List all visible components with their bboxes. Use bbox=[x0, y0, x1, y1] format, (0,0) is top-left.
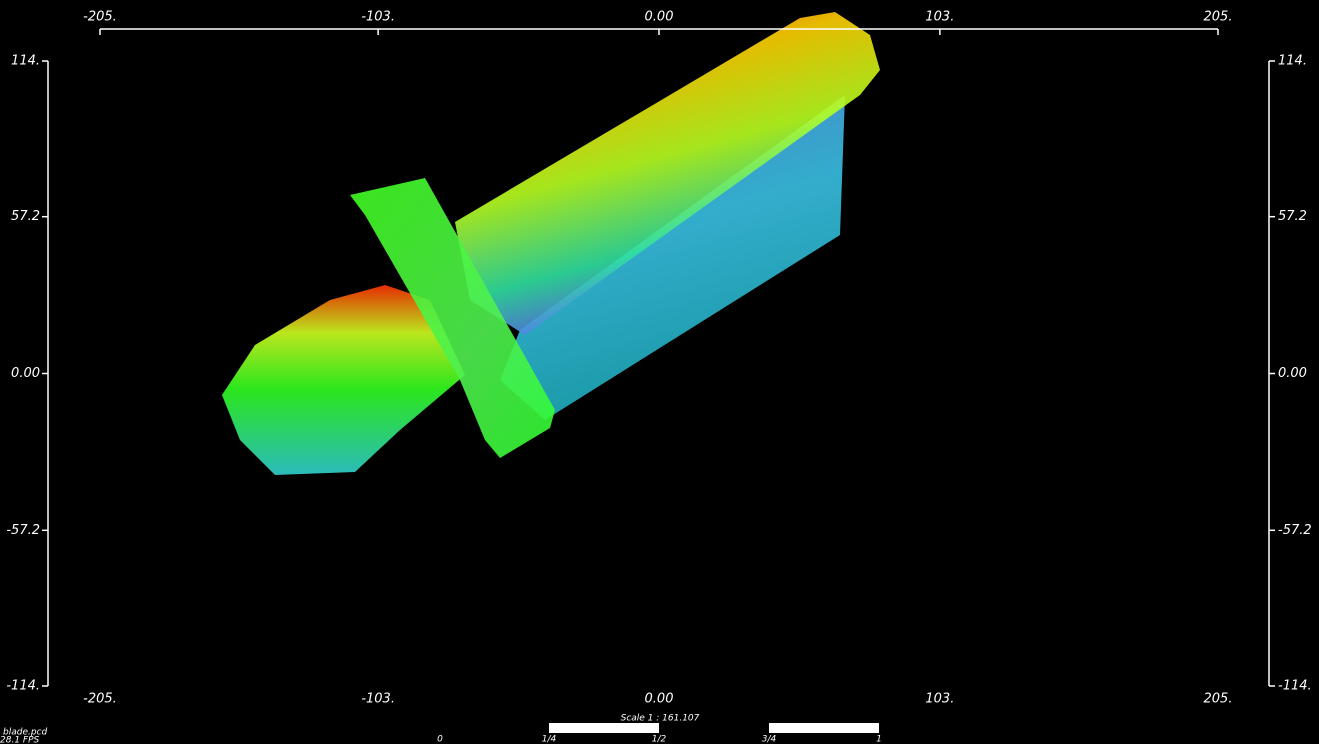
ticks: -205. -205. -103. -103. 0.00 0.00 103. 103. 205.… bbox=[6, 10, 1311, 744]
y-tick-label: 114. bbox=[11, 54, 40, 69]
x-tick-label: -205. bbox=[83, 10, 117, 25]
y-tick-label: 0.00 bbox=[1278, 366, 1307, 381]
x-tick-label: 103. bbox=[925, 692, 954, 707]
scale-tick-label: 1/4 bbox=[542, 735, 557, 744]
scale-tick-label: 0 bbox=[437, 735, 443, 744]
y-tick-label: -114. bbox=[1278, 679, 1312, 694]
x-tick-label: 0.00 bbox=[645, 692, 674, 707]
y-tick-label: -114. bbox=[6, 679, 40, 694]
y-tick-label: 57.2 bbox=[11, 209, 40, 224]
y-tick-label: 57.2 bbox=[1278, 209, 1307, 224]
x-tick-label: 205. bbox=[1204, 10, 1233, 25]
fps: 28.1 FPS bbox=[0, 736, 40, 744]
x-tick-label: 103. bbox=[925, 10, 954, 25]
cloud-tube bbox=[455, 12, 880, 335]
scale-bar bbox=[549, 723, 659, 733]
cloud-handle bbox=[222, 285, 465, 475]
scale-tick-label: 1 bbox=[876, 735, 882, 744]
cloud-guard bbox=[350, 178, 555, 458]
cloud-lower bbox=[500, 95, 845, 420]
x-tick-label: 0.00 bbox=[645, 10, 674, 25]
y-tick-label: -57.2 bbox=[6, 523, 40, 538]
y-tick-label: -57.2 bbox=[1278, 523, 1312, 538]
scale-tick-label: 1/2 bbox=[652, 735, 667, 744]
x-tick-label: -205. bbox=[83, 692, 117, 707]
x-tick-label: -103. bbox=[361, 692, 395, 707]
y-tick-label: 0.00 bbox=[11, 366, 40, 381]
point-cloud bbox=[222, 12, 880, 475]
scale-bar bbox=[769, 723, 879, 733]
x-tick-label: 205. bbox=[1204, 692, 1233, 707]
y-tick-label: 114. bbox=[1278, 54, 1307, 69]
filename: blade.pcd bbox=[3, 728, 48, 738]
scale-label: Scale 1 : 161.107 bbox=[621, 714, 700, 724]
scale-tick-label: 3/4 bbox=[762, 735, 777, 744]
x-tick-label: -103. bbox=[361, 10, 395, 25]
